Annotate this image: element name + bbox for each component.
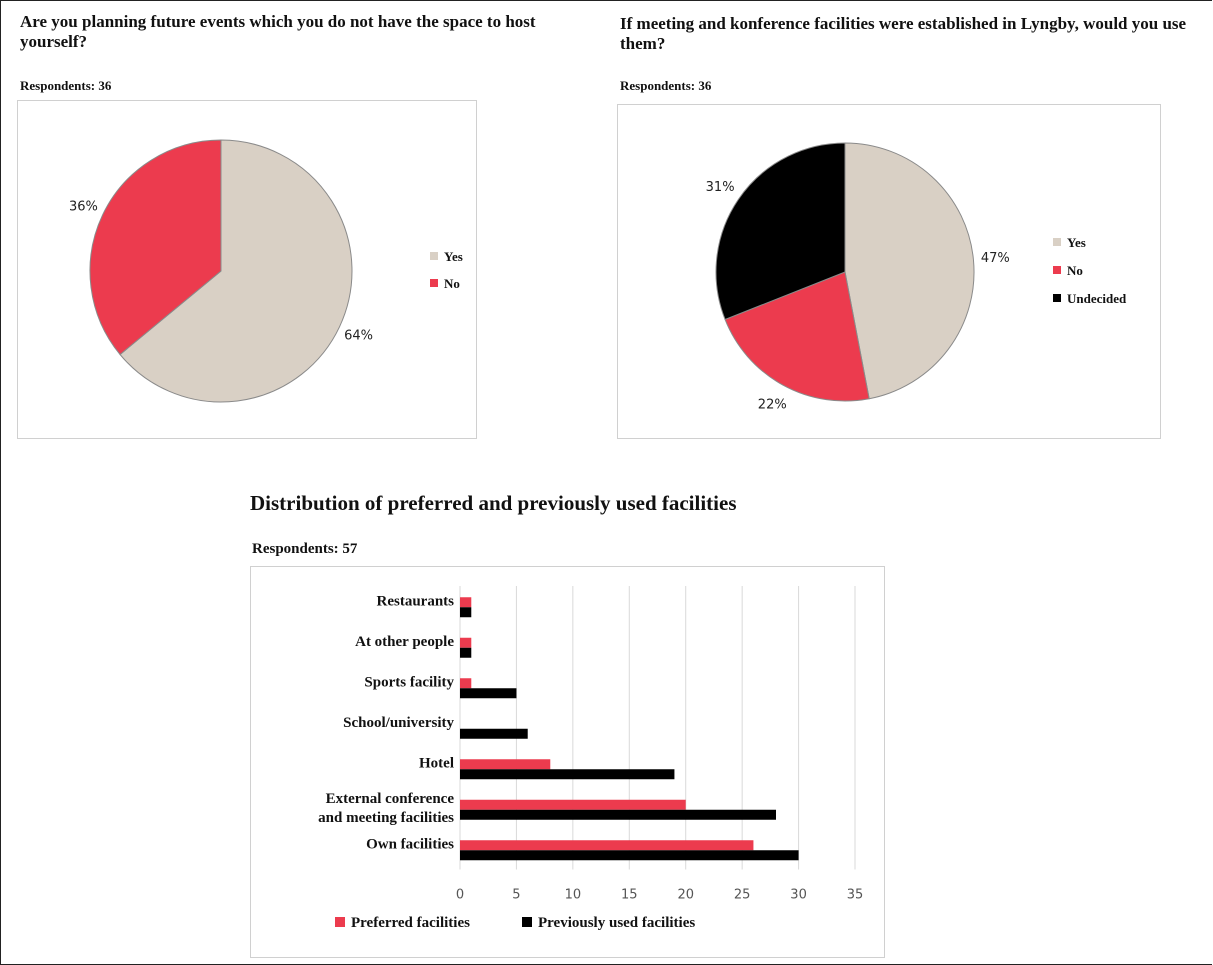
bar-category-external-conference-and-meeting-facilities: External conference and meeting facilitie… (318, 791, 454, 826)
bar-preferred-facilities-sports-facility (460, 678, 472, 689)
bar-xtick-2: 10 (565, 888, 582, 903)
pie2-chart: 47% 22% 31% Yes No Undecided (706, 142, 1127, 412)
pie2-slice-no (724, 271, 870, 402)
bar-respondents: Respondents: 57 (252, 541, 358, 557)
bar-xtick-4: 20 (677, 888, 694, 903)
pie1-legend-swatch-yes (430, 252, 438, 260)
bar-category-hotel: Hotel (419, 755, 454, 771)
pie2-label-no: 22% (758, 397, 787, 412)
pie2-legend-label-undecided: Undecided (1067, 291, 1127, 306)
bar-xtick-3: 15 (621, 888, 638, 903)
bar-previously-used-facilities-school-university (460, 728, 528, 739)
bar-category-school-university: School/university (343, 715, 454, 731)
pie1-legend-label-no: No (444, 276, 460, 291)
pie1-legend-swatch-no (430, 279, 438, 287)
bar-previously-used-facilities-hotel (460, 769, 675, 780)
bar-previously-used-facilities-sports-facility (460, 688, 517, 699)
bar-previously-used-facilities-at-other-people (460, 647, 472, 658)
pie1-legend-label-yes: Yes (444, 249, 463, 264)
pie2-respondents: Respondents: 36 (620, 78, 712, 93)
pie2-legend-swatch-yes (1053, 238, 1061, 246)
pie2-title: If meeting and konference facilities wer… (620, 14, 1187, 53)
pie2-legend-label-yes: Yes (1067, 235, 1086, 250)
pie1-respondents: Respondents: 36 (20, 78, 112, 93)
pie2-label-undecided: 31% (706, 180, 735, 195)
bar-category-restaurants: Restaurants (377, 593, 455, 609)
bar-legend-label-previously-used-facilities: Previously used facilities (538, 915, 695, 931)
pie1-slice-no (89, 139, 222, 356)
pie2-slice-undecided (715, 142, 846, 321)
bar-xtick-5: 25 (734, 888, 751, 903)
pie1-slice-yes (119, 139, 353, 403)
bar-legend-swatch-previously-used-facilities (522, 917, 532, 927)
bar-category-at-other-people: At other people (355, 634, 454, 650)
bar-preferred-facilities-own-facilities (460, 840, 754, 851)
bar-xtick-7: 35 (847, 888, 864, 903)
bar-legend-swatch-preferred-facilities (335, 917, 345, 927)
bar-previously-used-facilities-restaurants (460, 607, 472, 618)
bar-category-own-facilities: Own facilities (366, 836, 454, 852)
pie2-legend-swatch-undecided (1053, 294, 1061, 302)
pie2-label-yes: 47% (981, 251, 1010, 266)
bar-category-sports-facility: Sports facility (364, 674, 454, 690)
bar-preferred-facilities-external-conference-and-meeting-facilities (460, 799, 686, 810)
bar-chart: 0 5 10 15 20 25 30 35 Restaurants At other people… (318, 586, 864, 931)
bar-preferred-facilities-restaurants (460, 597, 472, 608)
bar-preferred-facilities-hotel (460, 759, 551, 770)
bar-panel (250, 566, 885, 958)
bar-xtick-6: 30 (790, 888, 807, 903)
bar-xtick-0: 0 (456, 888, 464, 903)
pie1-label-no: 36% (69, 199, 98, 214)
pie1-chart: 64% 36% Yes No (69, 139, 463, 403)
bar-previously-used-facilities-external-conference-and-meeting-facilities (460, 809, 776, 820)
pie1-title: Are you planning future events which you… (20, 12, 536, 51)
pie2-legend-label-no: No (1067, 263, 1083, 278)
bar-legend-label-preferred-facilities: Preferred facilities (351, 915, 470, 931)
bar-previously-used-facilities-own-facilities (460, 850, 799, 861)
bar-preferred-facilities-at-other-people (460, 637, 472, 648)
pie2-slice-yes (844, 142, 975, 400)
bar-title: Distribution of preferred and previously… (250, 491, 737, 515)
pie2-legend-swatch-no (1053, 266, 1061, 274)
bar-xtick-1: 5 (512, 888, 520, 903)
pie1-label-yes: 64% (344, 329, 373, 344)
